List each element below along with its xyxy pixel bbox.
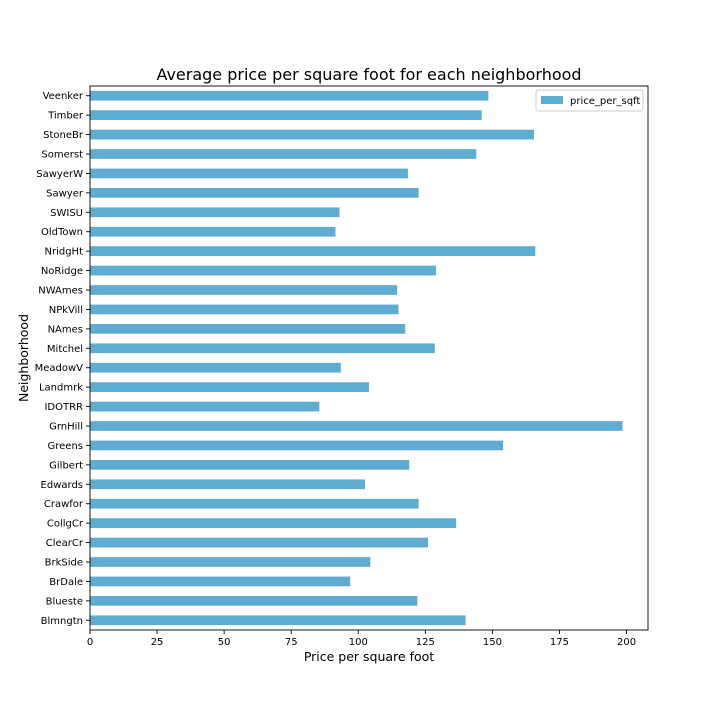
y-tick-label: CollgCr: [47, 519, 84, 530]
bar-grnhill: [90, 421, 623, 431]
y-axis-label: Neighborhood: [16, 314, 31, 402]
y-tick-label: GrnHill: [49, 422, 83, 433]
bar-nridght: [90, 246, 536, 256]
x-tick-label: 50: [218, 637, 231, 648]
x-axis-label: Price per square foot: [304, 649, 434, 664]
y-tick-label: Greens: [48, 441, 84, 452]
x-tick-label: 150: [483, 637, 502, 648]
x-tick-label: 25: [151, 637, 164, 648]
bar-sawyerw: [90, 168, 408, 179]
legend: price_per_sqft: [535, 89, 644, 112]
y-tick-label: Blmngtn: [41, 616, 83, 627]
y-tick-label: SawyerW: [36, 169, 83, 180]
bar-crawfor: [90, 498, 419, 509]
y-tick-label: Mitchel: [47, 344, 83, 355]
bar-veenker: [90, 90, 489, 101]
y-tick-label: NridgHt: [44, 247, 83, 258]
bar-edwards: [90, 479, 365, 490]
y-tick-label: Somerst: [41, 150, 83, 161]
legend-entry-label: price_per_sqft: [570, 96, 640, 107]
y-tick-label: ClearCr: [46, 538, 84, 549]
bar-blueste: [90, 596, 418, 606]
bar-blmngtn: [90, 615, 466, 626]
y-tick-label: NAmes: [48, 324, 83, 335]
bar-stonebr: [90, 129, 534, 140]
y-tick-label: Landmrk: [39, 383, 83, 394]
bar-brkside: [90, 557, 371, 567]
bar-sawyer: [90, 188, 419, 198]
y-tick-label: Gilbert: [49, 460, 83, 471]
bar-nwames: [90, 285, 398, 295]
x-tick-label: 0: [87, 637, 93, 648]
y-tick-label: NoRidge: [41, 266, 83, 277]
x-tick-label: 100: [349, 637, 368, 648]
bar-npkvill: [90, 304, 399, 315]
x-tick-label: 175: [550, 637, 569, 648]
legend-box: [535, 89, 644, 112]
y-tick-label: Veenker: [43, 91, 84, 102]
bars-group: [90, 90, 623, 626]
bar-clearcr: [90, 537, 429, 548]
bar-idotrr: [90, 401, 320, 412]
bar-gilbert: [90, 460, 410, 470]
bar-noridge: [90, 265, 437, 276]
y-tick-label: IDOTRR: [44, 402, 83, 413]
y-tick-label: Crawfor: [44, 499, 84, 510]
x-tick-label: 75: [285, 637, 298, 648]
y-tick-label: SWISU: [50, 208, 83, 219]
y-axis-ticks: Blmngtn Blueste BrDale BrkSide ClearCr CollgC…: [35, 91, 90, 627]
y-tick-label: OldTown: [41, 227, 83, 238]
plot-frame: [89, 85, 649, 631]
bar-brdale: [90, 576, 351, 587]
y-tick-label: MeadowV: [35, 363, 84, 374]
y-tick-label: NWAmes: [38, 286, 83, 297]
y-tick-label: StoneBr: [43, 130, 84, 141]
y-tick-label: BrkSide: [45, 558, 83, 569]
x-tick-label: 125: [416, 637, 435, 648]
bar-swisu: [90, 207, 340, 218]
bar-collgcr: [90, 518, 457, 528]
bar-names: [90, 324, 406, 334]
legend-swatch: [541, 96, 563, 104]
x-tick-label: 200: [617, 637, 636, 648]
chart-title: Average price per square foot for each n…: [156, 65, 581, 84]
bar-landmrk: [90, 382, 369, 392]
y-tick-label: Timber: [47, 111, 84, 122]
bar-mitchel: [90, 343, 435, 354]
y-tick-label: Sawyer: [46, 188, 84, 199]
bar-somerst: [90, 149, 477, 159]
x-axis-ticks: 0 25 50 75 100 125 150 175 200: [87, 630, 636, 648]
y-tick-label: Edwards: [41, 480, 83, 491]
bar-timber: [90, 110, 482, 120]
y-tick-label: NPkVill: [49, 305, 83, 316]
y-tick-label: Blueste: [46, 596, 83, 607]
bar-greens: [90, 440, 504, 451]
bar-oldtown: [90, 226, 336, 237]
y-tick-label: BrDale: [49, 577, 83, 588]
bar-meadowv: [90, 362, 341, 373]
